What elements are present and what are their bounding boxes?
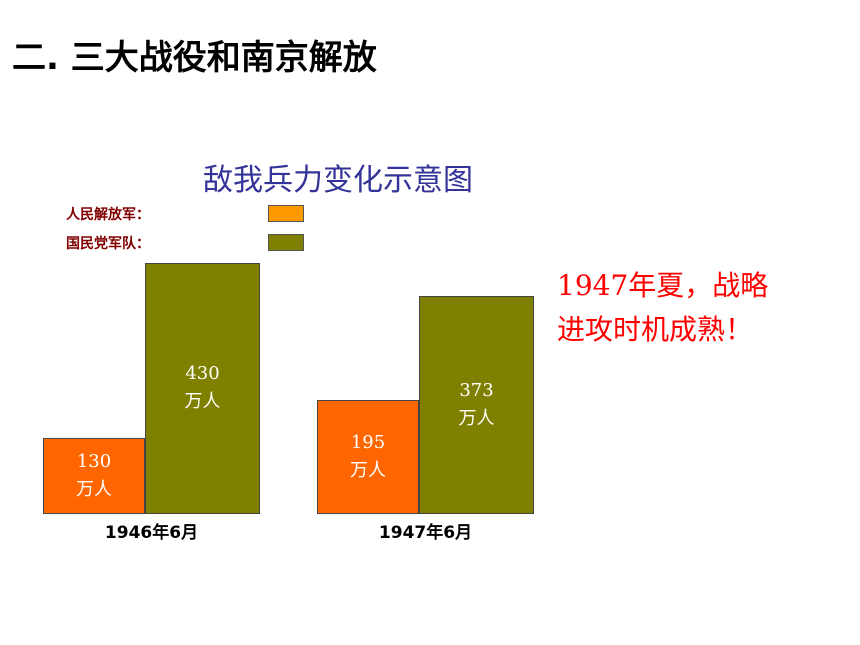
bar — [145, 262, 260, 514]
legend-swatch — [268, 234, 304, 251]
legend-label: 国民党军队： — [66, 236, 150, 252]
bar — [317, 400, 419, 514]
legend-label: 人民解放军： — [66, 207, 150, 223]
value-label: 430 万人 — [184, 363, 221, 413]
bar — [43, 438, 145, 514]
chart-title: 敌我兵力变化示意图 — [203, 163, 473, 198]
slide-title: 二. 三大战役和南京解放 — [12, 38, 377, 78]
x-tick-label: 1946年6月 — [104, 523, 199, 543]
value-label: 373 万人 — [458, 380, 495, 430]
value-label: 195 万人 — [350, 432, 386, 482]
annotation: 1947年夏，战略进攻时机成熟！ — [557, 269, 769, 346]
legend-swatch — [268, 205, 304, 222]
bar — [419, 296, 534, 514]
value-label: 130 万人 — [76, 451, 112, 501]
x-tick-label: 1947年6月 — [378, 523, 473, 543]
